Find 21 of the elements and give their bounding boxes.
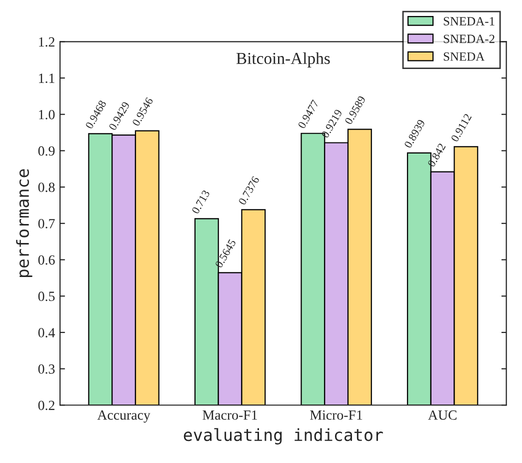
y-axis-title: performance: [16, 169, 32, 278]
x-tick-label: Accuracy: [97, 410, 150, 423]
y-tick-label: 0.4: [38, 328, 55, 338]
x-axis-title: evaluating indicator: [184, 428, 383, 444]
y-tick-label: 1.2: [39, 37, 54, 47]
x-tick-label: Macro-F1: [202, 410, 257, 420]
x-tick-label: AUC: [428, 410, 456, 420]
text: Bitcoin-Alphs: [236, 52, 330, 68]
y-tick-label: 0.2: [38, 400, 54, 410]
y-tick-label: 0.5: [38, 292, 55, 302]
x-tick-label: Micro-F1: [310, 410, 362, 420]
legend-label: SNEDA-1: [444, 17, 494, 26]
y-tick-label: 1.0: [39, 110, 55, 120]
y-tick-label: 1.1: [39, 74, 54, 84]
y-tick-label: 0.7: [38, 218, 55, 228]
legend-label: SNEDA: [444, 52, 485, 61]
y-tick-label: 0.6: [38, 255, 55, 265]
legend-label: SNEDA-2: [444, 34, 494, 44]
y-tick-label: 0.3: [38, 364, 55, 374]
y-tick-label: 0.8: [38, 182, 55, 192]
y-tick-label: 0.9: [38, 146, 55, 156]
